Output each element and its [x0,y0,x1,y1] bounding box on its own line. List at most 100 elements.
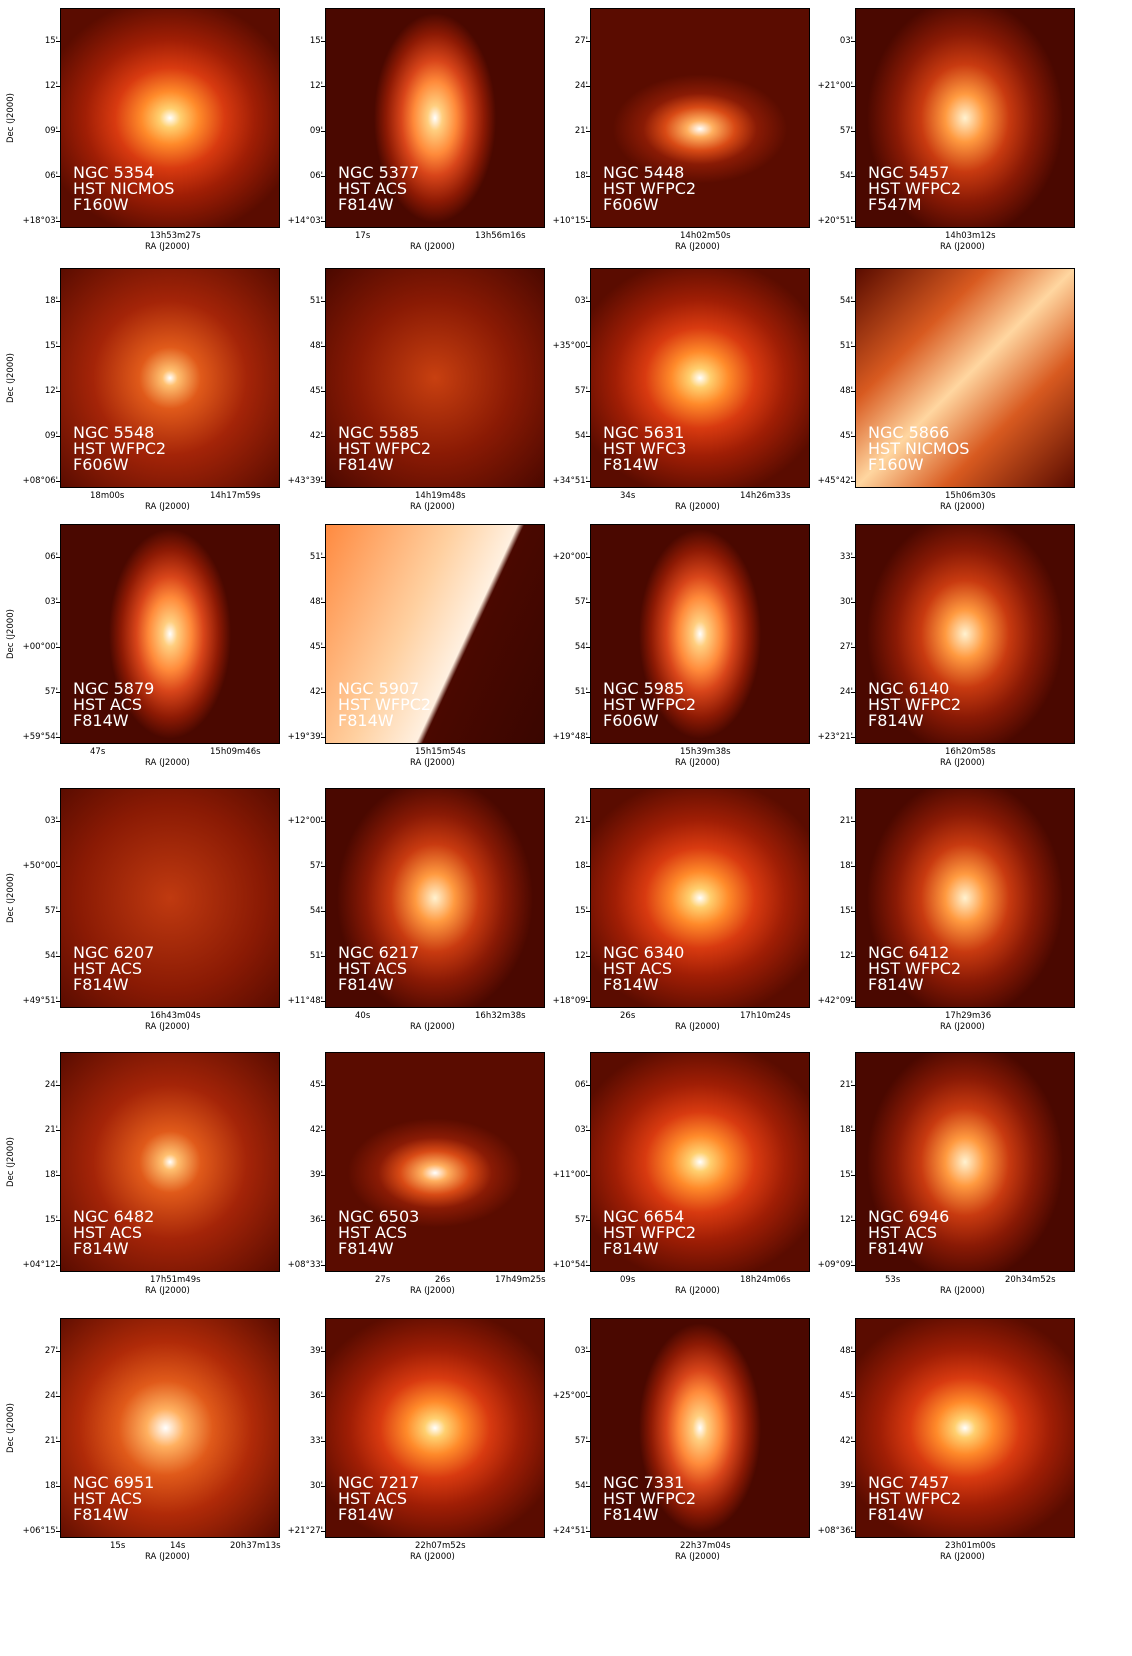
y-tick-label: 24' [44,1080,58,1090]
galaxy-panel: NGC 6946 HST ACS F814W 21' 18' 15' 12' +09°09' 5… [818,1052,1132,1317]
x-tick-label: 18h24m06s [740,1275,791,1285]
x-tick-label: 15h09m46s [210,747,261,757]
filter-name: F814W [868,711,924,730]
instrument-name: HST WFPC2 [603,1223,697,1242]
x-axis-label: RA (J2000) [940,502,985,512]
y-tick-mark [56,86,60,87]
y-tick-label: 03' [44,816,58,826]
y-tick-mark [321,1441,325,1442]
galaxy-image: NGC 6482 HST ACS F814W [60,1052,280,1272]
y-tick-label: 06' [44,171,58,181]
instrument-name: HST WFPC2 [338,439,432,458]
y-tick-mark [321,737,325,738]
filter-name: F606W [603,711,659,730]
y-tick-mark [586,911,590,912]
x-tick-label: 20h34m52s [1005,1275,1056,1285]
galaxy-name: NGC 5631 [603,423,685,442]
y-tick-label: 21' [839,1080,853,1090]
y-tick-mark [851,1396,855,1397]
y-tick-mark [56,1265,60,1266]
x-tick-label: 20h37m13s [230,1541,281,1551]
y-tick-mark [56,436,60,437]
y-tick-label: 36' [309,1391,323,1401]
y-tick-mark [586,602,590,603]
y-tick-label: 09' [44,126,58,136]
y-tick-mark [851,41,855,42]
x-tick-label: 15h15m54s [415,747,466,757]
y-tick-label: +20°00' [552,552,588,562]
galaxy-image: NGC 6412 HST WFPC2 F814W [855,788,1075,1008]
panel-label: NGC 6140 HST WFPC2 F814W [868,681,961,729]
panel-label: NGC 5879 HST ACS F814W [73,681,154,729]
panel-label: NGC 5377 HST ACS F814W [338,165,419,213]
galaxy-name: NGC 6654 [603,1207,685,1226]
y-tick-mark [851,86,855,87]
panel-label: NGC 5585 HST WFPC2 F814W [338,425,431,473]
y-tick-label: 15' [574,906,588,916]
x-tick-label: 14h17m59s [210,491,261,501]
y-tick-mark [586,221,590,222]
y-tick-label: 54' [309,906,323,916]
panel-label: NGC 5631 HST WFC3 F814W [603,425,686,473]
galaxy-name: NGC 6503 [338,1207,420,1226]
galaxy-panel: NGC 5866 HST NICMOS F160W 54' 51' 48' 45' +45°4… [818,268,1132,533]
x-tick-label: 09s [620,1275,636,1285]
y-tick-label: 27' [44,1346,58,1356]
galaxy-image: NGC 7331 HST WFPC2 F814W [590,1318,810,1538]
y-tick-label: +10°54' [552,1260,588,1270]
y-tick-mark [851,1351,855,1352]
y-tick-label: 51' [309,951,323,961]
y-tick-label: 54' [574,1481,588,1491]
x-tick-label: 14h03m12s [945,231,996,241]
x-axis-label: RA (J2000) [410,242,455,252]
galaxy-image: NGC 7457 HST WFPC2 F814W [855,1318,1075,1538]
y-tick-mark [851,346,855,347]
y-tick-label: 12' [44,386,58,396]
panel-label: NGC 7457 HST WFPC2 F814W [868,1475,961,1523]
y-tick-mark [586,1486,590,1487]
panel-label: NGC 6412 HST WFPC2 F814W [868,945,961,993]
y-tick-mark [321,301,325,302]
x-axis-label: RA (J2000) [675,502,720,512]
y-tick-label: +50°00' [22,861,58,871]
galaxy-image: NGC 6654 HST WFPC2 F814W [590,1052,810,1272]
galaxy-image: NGC 6140 HST WFPC2 F814W [855,524,1075,744]
x-tick-label: 14h26m33s [740,491,791,501]
y-tick-label: 42' [839,1436,853,1446]
y-tick-label: 12' [309,81,323,91]
y-tick-label: +18°09' [552,996,588,1006]
y-tick-mark [56,557,60,558]
filter-name: F814W [73,1239,129,1258]
y-tick-mark [321,481,325,482]
panel-label: NGC 5354 HST NICMOS F160W [73,165,174,213]
y-tick-label: 06' [309,171,323,181]
x-axis-label: RA (J2000) [145,1286,190,1296]
y-tick-label: 12' [44,81,58,91]
y-tick-label: 18' [839,1125,853,1135]
galaxy-name: NGC 6482 [73,1207,155,1226]
y-tick-mark [586,436,590,437]
y-tick-label: 30' [309,1481,323,1491]
y-tick-mark [586,481,590,482]
filter-name: F814W [603,975,659,994]
x-axis-label: RA (J2000) [145,1022,190,1032]
y-tick-label: 03' [574,1346,588,1356]
galaxy-image: NGC 6207 HST ACS F814W [60,788,280,1008]
x-axis-label: RA (J2000) [145,758,190,768]
x-tick-label: 17h29m36 [945,1011,992,1021]
y-tick-label: 54' [839,296,853,306]
x-axis-label: RA (J2000) [940,1022,985,1032]
filter-name: F814W [338,975,394,994]
instrument-name: HST WFPC2 [868,1489,962,1508]
y-tick-label: +11°00' [552,1170,588,1180]
y-tick-mark [586,1130,590,1131]
y-tick-label: 18' [574,861,588,871]
y-tick-label: +08°33' [287,1260,323,1270]
panel-label: NGC 7331 HST WFPC2 F814W [603,1475,696,1523]
x-tick-label: 14s [170,1541,186,1551]
y-tick-label: 24' [44,1391,58,1401]
y-tick-label: +20°51' [817,216,853,226]
galaxy-panel: NGC 5548 HST WFPC2 F606W 18' 15' 12' 09' +08°06… [6,268,340,533]
galaxy-panel: NGC 5457 HST WFPC2 F547M 03' +21°00' 57' 54' +2… [818,8,1132,273]
y-tick-label: 06' [44,552,58,562]
